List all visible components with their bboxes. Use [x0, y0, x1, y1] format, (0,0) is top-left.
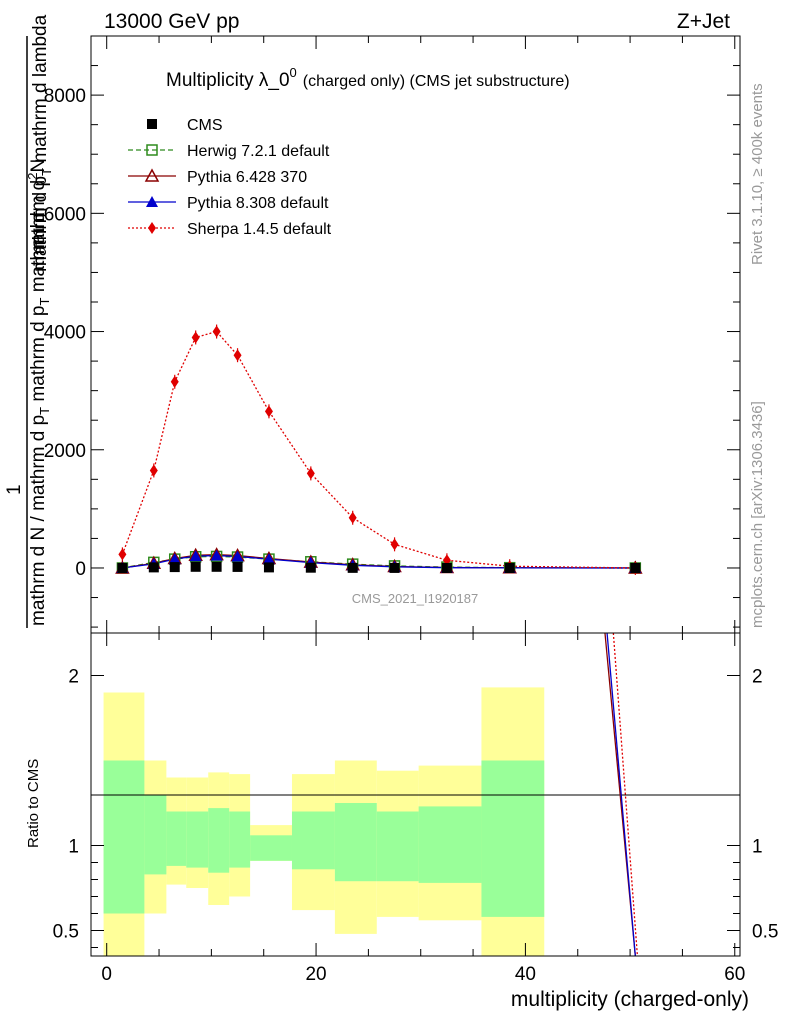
data-point-cms [263, 562, 274, 573]
data-point-cms [232, 561, 243, 572]
legend-label-pythia-8-308-default: Pythia 8.308 default [187, 195, 329, 212]
main-series-lines [121, 330, 636, 569]
data-point-cms [504, 562, 515, 573]
y-tick-label: 6000 [44, 204, 86, 225]
legend-marker-pythia-8-308-default [146, 196, 158, 207]
ratio-band-inner [481, 760, 545, 917]
y-tick-label: 2000 [44, 441, 86, 462]
process-label: Z+Jet [677, 10, 730, 33]
ratio-axis-ticks: 0.5 0.51 12 20 20 40 60 [53, 633, 778, 985]
ratio-y-tick-label-right: 2 [752, 667, 763, 688]
series-line-sherpa-1-4-5-default [121, 330, 636, 569]
x-axis-label: multiplicity (charged-only) [511, 988, 749, 1011]
data-point-pythia-8-308-default [262, 553, 275, 565]
data-point-cms [117, 562, 128, 573]
data-point-sherpa-1-4-5-default [233, 349, 242, 362]
ratio-line-sherpa-1-4-5-default [612, 632, 639, 957]
ratio-y-tick-label-right: 1 [752, 837, 763, 858]
y-label-denominator: mathrm d N / mathrm d pT mathrm d pT mat… [28, 212, 52, 626]
data-point-cms [347, 562, 358, 573]
y-tick-label: 0 [75, 559, 86, 580]
legend: CMS Herwig 7.2.1 default Pythia 6.428 370 P… [128, 117, 332, 238]
data-point-cms [211, 561, 222, 572]
plot-title: Multiplicity λ_00 (charged only) (CMS jet… [166, 65, 570, 91]
x-tick-label: 20 [305, 964, 326, 985]
legend-marker-sherpa-1-4-5-default [148, 222, 156, 234]
ratio-band-inner [229, 811, 251, 868]
data-point-pythia-8-308-default [210, 549, 223, 561]
ratio-y-tick-label: 2 [68, 667, 79, 688]
main-error-bars [121, 324, 636, 575]
ratio-band-inner [376, 811, 419, 882]
ratio-y-tick-label: 1 [68, 837, 79, 858]
legend-marker-cms [147, 119, 157, 129]
plot-title-superscript: 0 [290, 65, 297, 80]
data-point-cms [148, 562, 159, 573]
data-point-cms [389, 562, 400, 573]
rivet-version-label: Rivet 3.1.10, ≥ 400k events [749, 83, 766, 265]
ratio-band-inner [250, 835, 292, 861]
y-label-right-denominator: mathrm d pT mathrm d lambda [30, 14, 54, 272]
x-tick-label: 0 [101, 964, 112, 985]
data-point-sherpa-1-4-5-default [348, 511, 357, 524]
ratio-panel: 0.5 0.51 12 20 20 40 60 Ratio to CMS [25, 632, 778, 985]
x-tick-label: 60 [724, 964, 745, 985]
data-point-cms [630, 562, 641, 573]
ratio-uncertainty-bands [103, 687, 545, 956]
plot-title-main: Multiplicity λ_0 [166, 70, 290, 91]
y-tick-label: 4000 [44, 323, 86, 344]
legend-label-sherpa-1-4-5-default: Sherpa 1.4.5 default [187, 221, 332, 238]
mcplots-ref-label: mcplots.cern.ch [arXiv:1306.3436] [749, 401, 766, 628]
data-point-sherpa-1-4-5-default [264, 405, 273, 418]
ratio-band-inner [334, 803, 377, 882]
ratio-band-inner [186, 811, 209, 868]
y-tick-label: 8000 [44, 86, 86, 107]
analysis-id: CMS_2021_I1920187 [352, 591, 479, 606]
ratio-band-inner [208, 808, 230, 873]
data-point-cms [190, 561, 201, 572]
ratio-band-inner [103, 760, 145, 914]
legend-label-cms: CMS [187, 117, 223, 134]
energy-label: 13000 GeV pp [104, 10, 239, 33]
main-axis-ticks: 0 2000 4000 6000 8000 [44, 35, 740, 633]
ratio-y-label: Ratio to CMS [25, 759, 42, 848]
data-point-sherpa-1-4-5-default [170, 375, 179, 388]
data-point-cms [305, 562, 316, 573]
main-series-markers [115, 325, 643, 574]
ratio-y-tick-label: 0.5 [53, 922, 79, 943]
plot-title-suffix: (charged only) (CMS jet substructure) [303, 73, 570, 90]
ratio-model-lines [604, 632, 639, 957]
data-point-sherpa-1-4-5-default [191, 331, 200, 344]
ratio-band-inner [418, 806, 482, 883]
y-label-numerator: 1 [4, 484, 25, 495]
data-point-cms [441, 562, 452, 573]
data-point-pythia-8-308-default [189, 550, 202, 562]
legend-marker-herwig-7-2-1-default [146, 144, 158, 156]
ratio-band-inner [144, 794, 167, 875]
x-tick-label: 40 [515, 964, 536, 985]
data-point-sherpa-1-4-5-default [390, 538, 399, 551]
data-point-sherpa-1-4-5-default [118, 548, 127, 561]
ratio-line-pythia-8-308-default [606, 632, 636, 957]
data-point-pythia-8-308-default [231, 550, 244, 562]
legend-label-herwig-7-2-1-default: Herwig 7.2.1 default [187, 143, 330, 160]
ratio-band-inner [166, 811, 187, 866]
data-point-cms [169, 562, 180, 573]
ratio-panel-frame [90, 632, 741, 957]
data-point-sherpa-1-4-5-default [306, 467, 315, 480]
data-point-sherpa-1-4-5-default [212, 325, 221, 338]
data-point-pythia-8-308-default [168, 553, 181, 565]
ratio-band-inner [291, 811, 335, 870]
legend-marker-pythia-6-428-370 [144, 168, 160, 182]
main-y-axis-label: mathrm d2N mathrm d pT mathrm d lambda 1… [4, 14, 54, 628]
legend-label-pythia-6-428-370: Pythia 6.428 370 [187, 169, 307, 186]
ratio-y-tick-label-right: 0.5 [752, 922, 778, 943]
data-point-sherpa-1-4-5-default [149, 464, 158, 477]
